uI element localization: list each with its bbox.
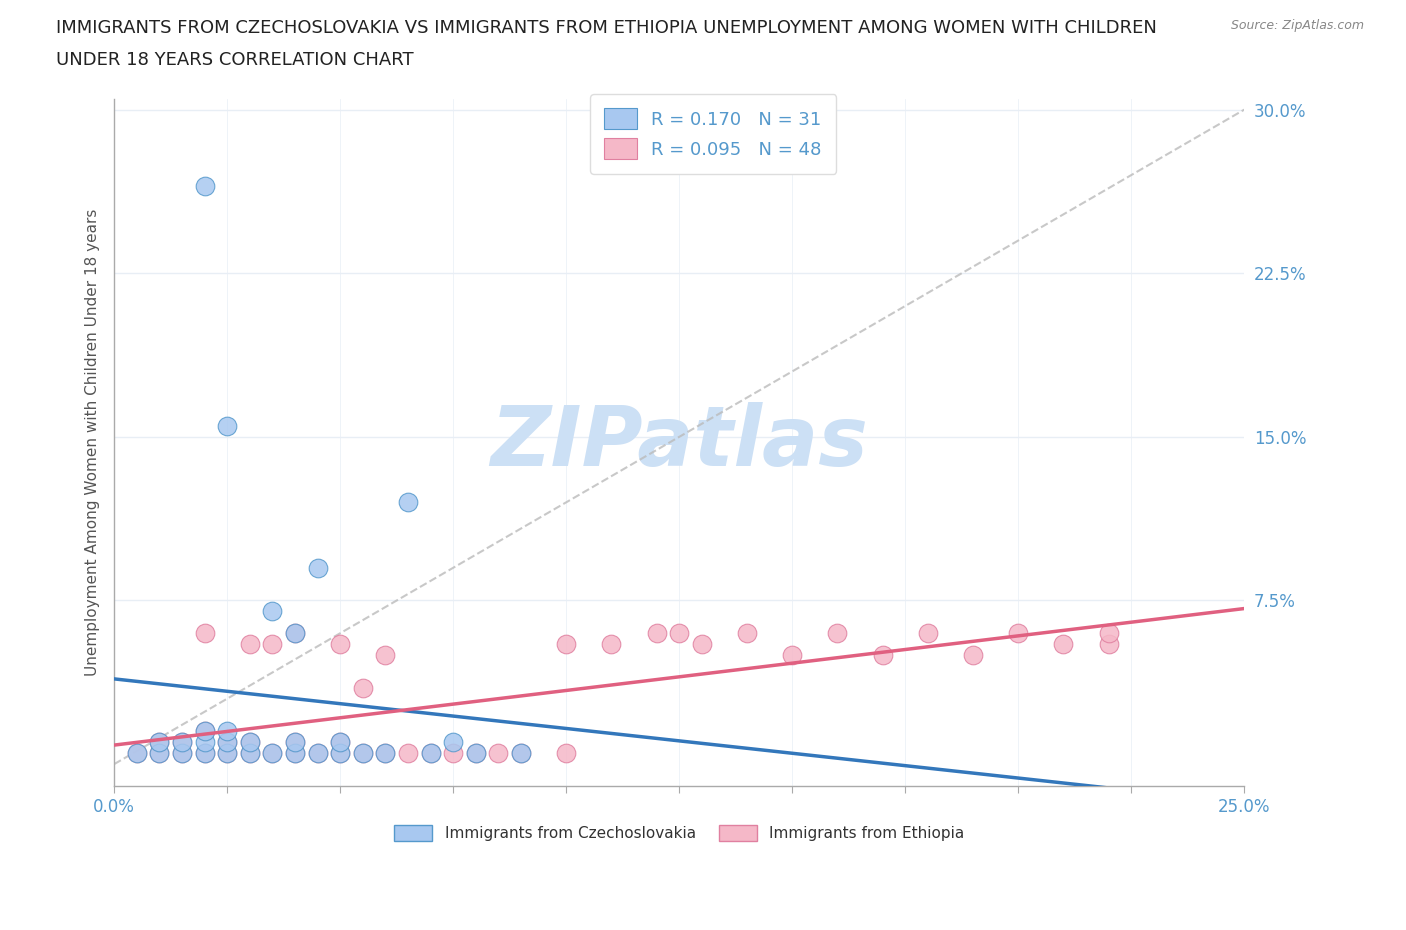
Point <box>396 495 419 510</box>
Point <box>1052 637 1074 652</box>
Point <box>510 746 533 761</box>
Point <box>262 637 284 652</box>
Point <box>329 735 352 750</box>
Point <box>217 746 239 761</box>
Point <box>217 735 239 750</box>
Point <box>194 746 217 761</box>
Point <box>600 637 623 652</box>
Point <box>441 735 464 750</box>
Text: ZIPatlas: ZIPatlas <box>491 402 868 483</box>
Point <box>1007 626 1029 641</box>
Point <box>125 746 148 761</box>
Point <box>262 604 284 618</box>
Point <box>735 626 758 641</box>
Point <box>396 746 419 761</box>
Point <box>374 746 396 761</box>
Point <box>329 735 352 750</box>
Point <box>217 418 239 433</box>
Point <box>510 746 533 761</box>
Point <box>464 746 486 761</box>
Point <box>307 560 329 575</box>
Point <box>352 746 374 761</box>
Point <box>239 746 262 761</box>
Point <box>668 626 690 641</box>
Point <box>284 626 307 641</box>
Point <box>170 746 193 761</box>
Point <box>780 647 803 662</box>
Point <box>284 735 307 750</box>
Point <box>170 746 193 761</box>
Point <box>1098 637 1121 652</box>
Point <box>194 735 217 750</box>
Point <box>262 746 284 761</box>
Point <box>194 746 217 761</box>
Point <box>419 746 441 761</box>
Point <box>148 735 170 750</box>
Point <box>329 746 352 761</box>
Point <box>352 746 374 761</box>
Point <box>374 647 396 662</box>
Point <box>217 735 239 750</box>
Point <box>374 746 396 761</box>
Point <box>645 626 668 641</box>
Point <box>827 626 849 641</box>
Point <box>284 626 307 641</box>
Point <box>239 735 262 750</box>
Point <box>307 746 329 761</box>
Point <box>194 724 217 738</box>
Text: IMMIGRANTS FROM CZECHOSLOVAKIA VS IMMIGRANTS FROM ETHIOPIA UNEMPLOYMENT AMONG WO: IMMIGRANTS FROM CZECHOSLOVAKIA VS IMMIGR… <box>56 19 1157 36</box>
Point <box>555 746 578 761</box>
Point <box>239 735 262 750</box>
Point <box>284 735 307 750</box>
Point <box>194 724 217 738</box>
Point <box>217 724 239 738</box>
Point <box>284 746 307 761</box>
Point <box>555 637 578 652</box>
Point <box>441 746 464 761</box>
Y-axis label: Unemployment Among Women with Children Under 18 years: Unemployment Among Women with Children U… <box>86 208 100 676</box>
Point <box>125 746 148 761</box>
Point <box>329 746 352 761</box>
Point <box>148 746 170 761</box>
Point <box>962 647 984 662</box>
Point <box>329 637 352 652</box>
Point <box>170 735 193 750</box>
Point <box>486 746 509 761</box>
Point <box>148 735 170 750</box>
Point <box>170 735 193 750</box>
Point <box>352 681 374 696</box>
Point <box>307 746 329 761</box>
Point <box>1098 626 1121 641</box>
Point <box>419 746 441 761</box>
Point <box>194 626 217 641</box>
Point <box>148 746 170 761</box>
Point <box>217 746 239 761</box>
Text: Source: ZipAtlas.com: Source: ZipAtlas.com <box>1230 19 1364 32</box>
Point <box>690 637 713 652</box>
Point <box>284 746 307 761</box>
Point <box>194 179 217 193</box>
Point <box>262 746 284 761</box>
Point <box>239 746 262 761</box>
Legend: Immigrants from Czechoslovakia, Immigrants from Ethiopia: Immigrants from Czechoslovakia, Immigran… <box>388 818 970 847</box>
Point <box>464 746 486 761</box>
Point <box>917 626 939 641</box>
Point <box>239 637 262 652</box>
Text: UNDER 18 YEARS CORRELATION CHART: UNDER 18 YEARS CORRELATION CHART <box>56 51 413 69</box>
Point <box>872 647 894 662</box>
